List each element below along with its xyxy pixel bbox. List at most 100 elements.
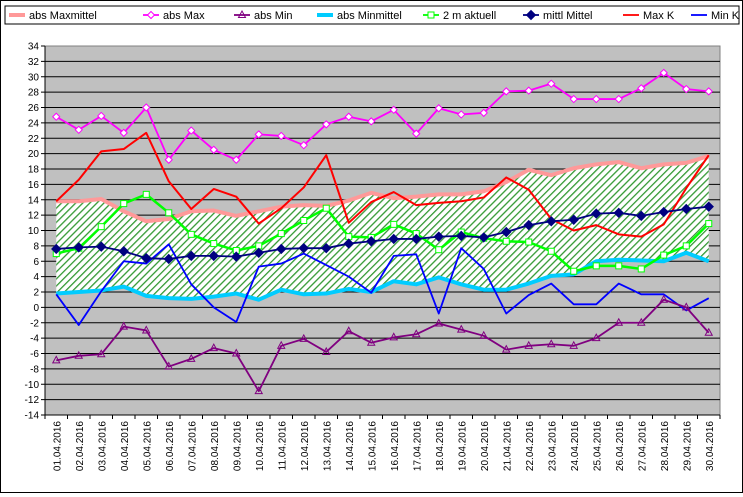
data-point — [479, 330, 489, 339]
legend: abs Maxmittel abs Max abs Min abs Minmittel… — [4, 5, 740, 25]
y-tick-label: 20 — [28, 149, 40, 160]
data-point — [277, 230, 285, 238]
x-tick-label: 23.04.2016 — [547, 421, 558, 471]
legend-label: abs Minmittel — [337, 10, 402, 22]
data-point — [412, 129, 421, 138]
data-point — [73, 242, 84, 253]
data-point — [231, 251, 242, 262]
legend-marker — [525, 9, 537, 21]
data-point — [51, 355, 61, 364]
data-point — [411, 329, 421, 338]
x-tick-label: 19.04.2016 — [457, 421, 468, 471]
data-point — [321, 346, 331, 355]
legend-item-min-k: Min K — [691, 10, 740, 22]
legend-item-2-m-aktuell: 2 m aktuell — [423, 10, 496, 22]
data-point — [209, 343, 219, 352]
y-tick-label: 18 — [28, 165, 40, 176]
data-point — [141, 325, 151, 334]
data-point — [591, 333, 601, 342]
legend-marker — [146, 10, 156, 20]
x-tick-label: 24.04.2016 — [570, 421, 581, 471]
x-tick-label: 05.04.2016 — [142, 421, 153, 471]
series-abs-maxmittel — [56, 154, 710, 224]
y-tick-label: 22 — [28, 134, 40, 145]
data-point — [186, 353, 196, 362]
data-point — [120, 200, 128, 208]
data-point — [96, 241, 107, 252]
x-tick-label: 14.04.2016 — [345, 421, 356, 471]
data-point — [682, 84, 691, 94]
y-tick-label: 4 — [33, 272, 39, 283]
legend-label: mittl Mittel — [543, 10, 593, 22]
data-point — [479, 108, 488, 118]
data-point — [456, 324, 466, 333]
x-tick-label: 02.04.2016 — [75, 421, 86, 471]
series-line — [55, 193, 710, 273]
data-point — [74, 350, 84, 359]
data-point — [232, 155, 241, 164]
data-point — [435, 246, 443, 254]
data-point — [141, 252, 152, 264]
y-tick-label: 24 — [28, 118, 40, 129]
data-point — [186, 250, 197, 262]
x-tick-label: 21.04.2016 — [502, 421, 513, 471]
data-point — [208, 250, 219, 262]
series-line — [55, 131, 710, 238]
data-point — [388, 233, 399, 245]
data-point — [456, 230, 467, 242]
band-area — [56, 155, 709, 300]
data-point — [525, 238, 533, 246]
data-point — [614, 94, 623, 104]
data-point — [547, 79, 556, 88]
data-point — [434, 104, 443, 113]
data-point — [367, 117, 376, 126]
y-tick-label: 12 — [28, 211, 40, 222]
series-min-k — [55, 243, 710, 326]
data-point — [636, 210, 647, 222]
y-tick-label: -2 — [30, 318, 39, 329]
legend-label: 2 m aktuell — [443, 10, 496, 22]
x-tick-label: 28.04.2016 — [660, 421, 671, 471]
data-point — [569, 340, 579, 349]
x-tick-label: 20.04.2016 — [480, 421, 491, 471]
legend-label: Max K — [643, 10, 675, 22]
data-point — [457, 110, 466, 119]
data-point — [524, 86, 533, 95]
x-tick-label: 04.04.2016 — [120, 421, 131, 471]
data-point — [51, 243, 62, 255]
x-tick-label: 29.04.2016 — [682, 421, 693, 471]
data-point — [613, 207, 624, 219]
data-point — [298, 242, 309, 254]
data-point — [659, 294, 669, 303]
data-point — [163, 253, 174, 265]
data-point — [682, 242, 690, 250]
data-point — [366, 337, 376, 346]
series-abs-min — [51, 294, 714, 395]
y-tick-label: 10 — [28, 226, 40, 237]
data-point — [501, 226, 512, 238]
series-max-k — [55, 131, 710, 238]
y-tick-label: -10 — [25, 380, 40, 391]
data-point — [636, 317, 646, 326]
y-tick-label: -6 — [30, 349, 39, 360]
legend-label: abs Maxmittel — [29, 10, 97, 22]
y-tick-label: 8 — [33, 241, 39, 252]
y-tick-label: 2 — [33, 288, 39, 299]
data-point — [344, 112, 353, 121]
data-point — [118, 246, 129, 257]
data-point — [681, 302, 691, 311]
data-point — [52, 112, 61, 121]
series-line — [56, 250, 710, 302]
data-point — [591, 208, 602, 219]
x-axis: 01.04.2016 02.04.2016 03.04.2016 04.04.2016… — [44, 414, 721, 471]
data-point — [322, 120, 331, 129]
data-point — [615, 262, 623, 270]
data-point — [660, 251, 668, 259]
legend-marker — [237, 9, 247, 18]
series-abs-minmittel — [56, 250, 710, 302]
data-point — [97, 111, 106, 121]
x-tick-label: 16.04.2016 — [390, 421, 401, 471]
data-point — [254, 386, 264, 395]
data-point — [705, 220, 713, 228]
